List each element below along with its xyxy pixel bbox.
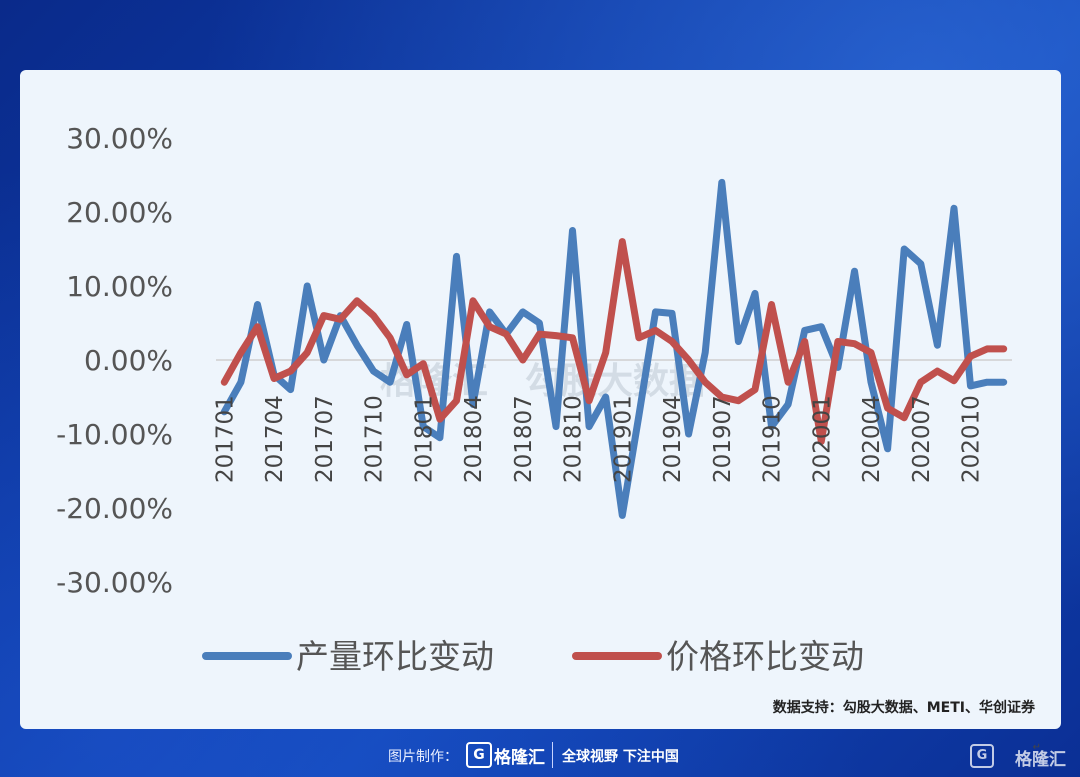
return-mark: ↵ [1032, 742, 1041, 753]
legend: 产量环比变动 价格环比变动 [202, 637, 864, 676]
y-tick-label: 20.00% [66, 196, 173, 229]
series-lines [220, 178, 1008, 519]
series-line-production [220, 178, 1008, 519]
data-source: 数据支持：勾股大数据、METI、华创证券 [772, 700, 1035, 716]
x-tick-label: 202001 [809, 395, 835, 483]
brand-logo-icon: G [466, 742, 492, 768]
x-tick-label: 201707 [312, 395, 338, 483]
footer-bar: 图片制作： G 格隆汇 全球视野 下注中国 [0, 730, 1080, 777]
legend-label: 价格环比变动 [666, 637, 864, 676]
chart-card: 格隆汇 勾股大数据 30.00% 20.00% 10.00% 0.00% -10.00% -… [20, 70, 1061, 753]
series-line-price [220, 238, 1008, 445]
x-tick-label: 201810 [561, 395, 587, 483]
y-tick-label: -10.00% [56, 418, 173, 451]
y-tick-label: 10.00% [66, 270, 173, 303]
x-axis-ticks: 201701 201704 201707 201710 201801 201804 2018… [212, 395, 984, 483]
y-tick-label: 30.00% [66, 122, 173, 155]
x-tick-label: 201910 [760, 395, 786, 483]
x-tick-label: 202004 [859, 395, 885, 483]
y-tick-label: -30.00% [56, 566, 173, 599]
corner-logo-icon: G [970, 744, 994, 768]
y-tick-label: -20.00% [56, 492, 173, 525]
slogan: 全球视野 下注中国 [562, 749, 679, 765]
y-axis-ticks: 30.00% 20.00% 10.00% 0.00% -10.00% -20.00% -30… [56, 122, 173, 599]
x-tick-label: 201801 [411, 395, 437, 483]
credit-label: 图片制作： [388, 749, 458, 765]
x-tick-label: 201701 [212, 395, 238, 483]
watermark-text: 勾股大数据 [525, 361, 705, 402]
x-tick-label: 201907 [710, 395, 736, 483]
x-tick-label: 201804 [461, 395, 487, 483]
x-tick-label: 202010 [959, 395, 985, 483]
x-tick-label: 202007 [909, 395, 935, 483]
footer-divider [552, 742, 553, 768]
y-tick-label: 0.00% [84, 344, 173, 377]
x-tick-label: 201901 [610, 395, 636, 483]
x-tick-label: 201704 [262, 395, 288, 483]
line-chart: 格隆汇 勾股大数据 30.00%20.00%10.00%0.00%-10.00%-… [56, 122, 1012, 676]
brand-name: 格隆汇 [494, 748, 545, 768]
x-tick-label: 201904 [660, 395, 686, 483]
x-tick-label: 201807 [511, 395, 537, 483]
legend-label: 产量环比变动 [296, 637, 494, 676]
x-tick-label: 201710 [362, 395, 388, 483]
corner-logo-name: 格隆汇 [1015, 750, 1066, 770]
